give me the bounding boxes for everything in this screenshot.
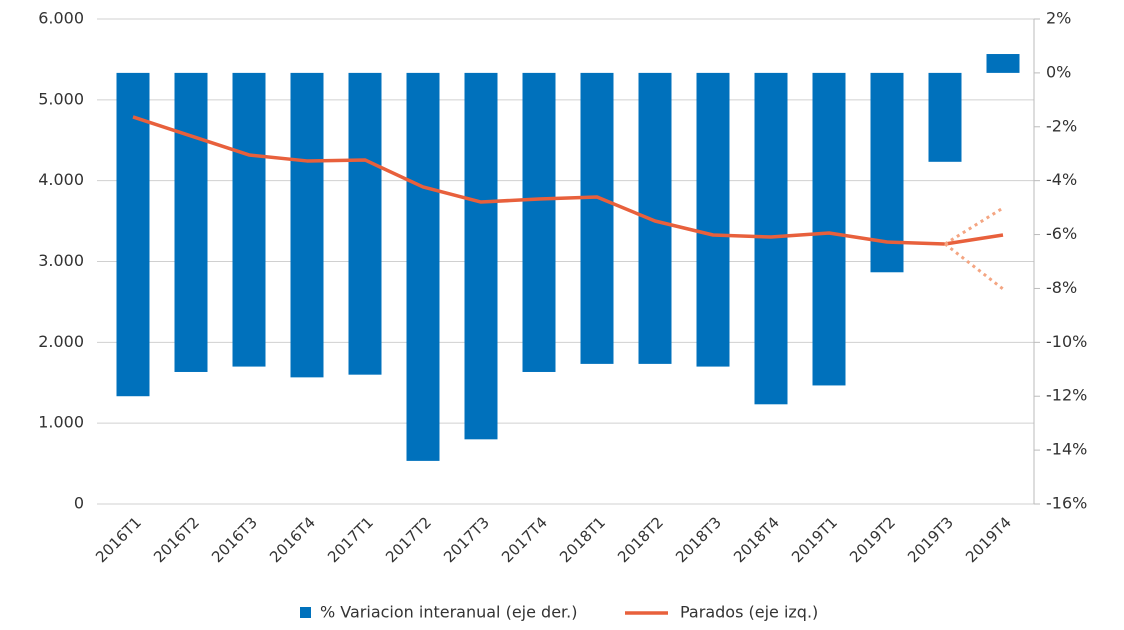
x-tick-label: 2018T3: [672, 513, 725, 566]
x-tick-label: 2019T4: [962, 513, 1015, 566]
bar: [406, 72, 440, 461]
y2-tick-label: 0%: [1046, 62, 1071, 81]
legend-swatch: [300, 607, 311, 618]
line: [132, 115, 1004, 246]
projection-line: [944, 206, 1004, 246]
y2-tick-label: -16%: [1046, 494, 1087, 513]
x-tick-label: 2017T2: [382, 513, 435, 566]
bar: [116, 72, 150, 397]
bar: [638, 72, 672, 364]
x-tick-label: 2018T1: [556, 513, 609, 566]
x-tick-label: 2016T2: [150, 513, 203, 566]
x-tick-label: 2016T3: [208, 513, 261, 566]
x-tick-label: 2017T3: [440, 513, 493, 566]
bar: [464, 72, 498, 440]
bar: [696, 72, 730, 367]
y-tick-label: 6.000: [38, 9, 84, 28]
x-tick-label: 2019T1: [788, 513, 841, 566]
bar: [522, 72, 556, 372]
bar: [174, 72, 208, 372]
y2-tick-label: -2%: [1046, 116, 1077, 135]
x-tick-label: 2019T2: [846, 513, 899, 566]
legend-label: % Variacion interanual (eje der.): [320, 603, 577, 622]
y-tick-label: 5.000: [38, 89, 84, 108]
bar: [348, 72, 382, 375]
bar: [986, 54, 1020, 73]
y2-tick-label: -6%: [1046, 224, 1077, 243]
x-tick-label: 2016T1: [92, 513, 145, 566]
y2-tick-label: -4%: [1046, 170, 1077, 189]
y-tick-label: 3.000: [38, 251, 84, 270]
y2-tick-label: 2%: [1046, 9, 1071, 28]
bar: [812, 72, 846, 386]
y2-tick-label: -12%: [1046, 386, 1087, 405]
bar: [928, 72, 962, 162]
y2-tick-label: -8%: [1046, 278, 1077, 297]
bar: [580, 72, 614, 364]
bar: [290, 72, 324, 378]
y2-tick-label: -14%: [1046, 440, 1087, 459]
bar: [232, 72, 266, 367]
y-tick-label: 2.000: [38, 332, 84, 351]
x-tick-label: 2019T3: [904, 513, 957, 566]
x-tick-label: 2017T1: [324, 513, 377, 566]
x-tick-label: 2017T4: [498, 513, 551, 566]
x-tick-label: 2016T4: [266, 513, 319, 566]
legend-label: Parados (eje izq.): [680, 603, 818, 622]
x-tick-label: 2018T2: [614, 513, 667, 566]
y2-tick-label: -10%: [1046, 332, 1087, 351]
y-tick-label: 1.000: [38, 413, 84, 432]
y-tick-label: 0: [74, 494, 84, 513]
projection-line: [944, 242, 1004, 291]
x-tick-label: 2018T4: [730, 513, 783, 566]
y-tick-label: 4.000: [38, 170, 84, 189]
